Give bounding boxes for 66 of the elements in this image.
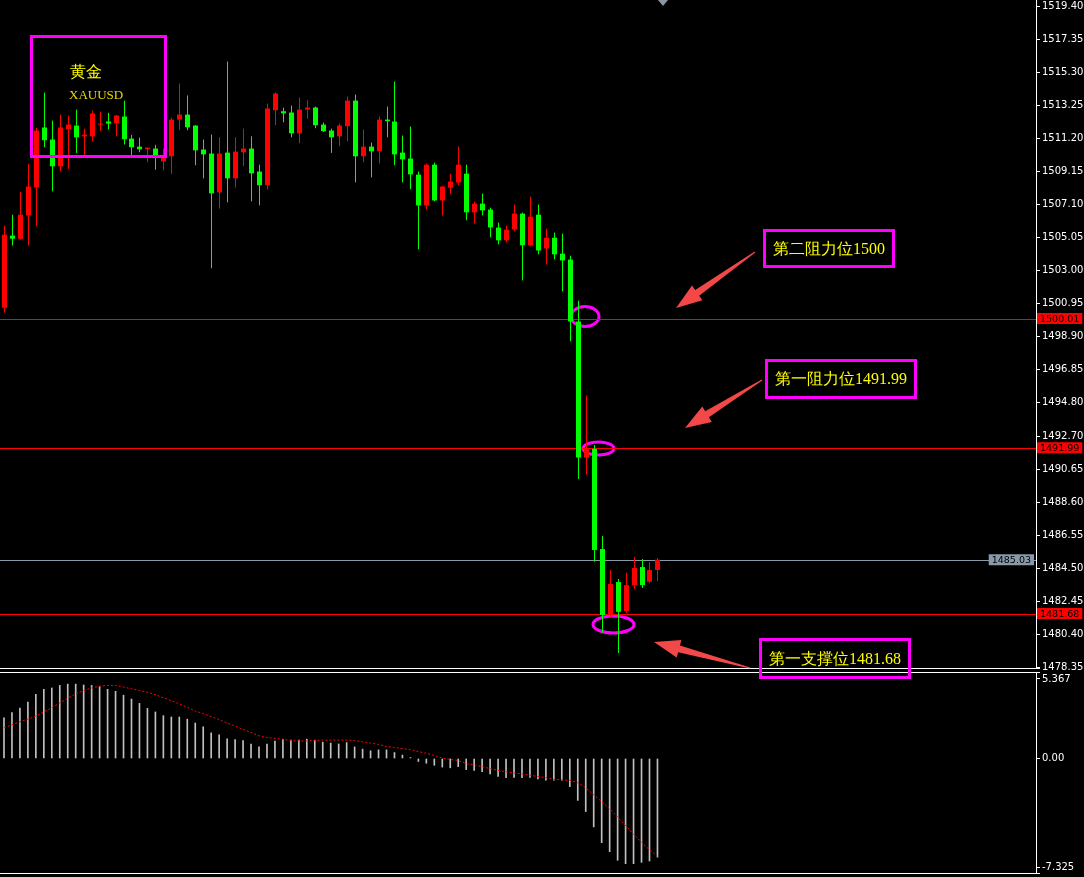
candlestick [647,561,652,584]
candlestick [122,100,127,146]
candlestick [512,204,517,232]
y-tick-label: 1478.35 [1042,660,1084,672]
text: XAUUSD [69,87,124,102]
candlestick [640,558,645,589]
candlestick [361,129,366,163]
annotation: 第一支撑位1481.68 [769,649,901,667]
y-tick-label: 1484.50 [1042,561,1084,573]
candlestick [42,92,47,148]
y-tick-label: 1503.00 [1042,264,1084,276]
y-tick-label: 1507.10 [1042,198,1084,210]
y-tick-label: 1517.35 [1042,33,1084,45]
candlestick [448,173,453,195]
text: 黄金 [70,63,102,80]
ref-line-label: 1500.01 [1040,312,1080,324]
y-tick-label: 1509.15 [1042,165,1084,177]
candlestick [74,109,79,154]
candlestick [408,126,413,190]
candlestick [257,164,262,206]
candlestick [544,228,549,265]
y-tick-label: 5.367 [1042,672,1071,684]
candlestick [632,556,637,590]
y-tick-label: 0.00 [1042,752,1065,764]
y-tick-label: 1494.80 [1042,396,1084,407]
candlestick [496,222,501,245]
y-tick-label: 1492.70 [1042,429,1084,441]
candlestick [177,83,182,131]
candlestick [90,110,95,142]
y-tick-label: 1490.65 [1042,462,1084,474]
candlestick [289,105,294,138]
candlestick [114,114,119,137]
candlestick [305,99,310,120]
y-tick-label: -7.325 [1042,860,1075,872]
y-tick-label: 1519.40 [1042,0,1084,12]
candlestick [456,146,461,186]
candlestick [440,185,445,216]
candlestick [273,91,278,126]
annotation: 第二阻力位1500 [773,239,885,257]
candlestick [18,191,23,241]
candlestick [337,123,342,147]
y-tick-label: 1515.30 [1042,66,1084,78]
y-tick-label: 1513.25 [1042,99,1084,111]
candlestick [10,214,15,247]
y-tick-label: 1480.40 [1042,627,1084,639]
ref-line-label: 1481.68 [1040,607,1080,619]
candlestick [655,557,660,582]
candlestick [488,207,493,238]
candlestick [297,97,302,144]
y-tick-label: 1505.05 [1042,231,1084,243]
y-tick-label: 1498.90 [1042,330,1084,342]
line-series [3,684,658,857]
candlestick [472,201,477,224]
ref-line-label: 1485.03 [991,553,1032,565]
y-tick-label: 1486.55 [1042,528,1084,540]
candlestick [313,106,318,129]
y-tick-label: 1482.45 [1042,594,1084,606]
y-tick-label: 1500.95 [1042,297,1084,309]
annotation: 第一阻力位1491.99 [775,370,907,387]
y-tick-label: 1496.85 [1042,363,1084,375]
candlestick [552,232,557,260]
candlestick [185,94,190,131]
ref-line-label: 1491.99 [1040,441,1080,453]
y-tick-label: 1511.20 [1042,132,1084,144]
candlestick [98,111,103,132]
y-tick-label: 1488.60 [1042,495,1084,507]
